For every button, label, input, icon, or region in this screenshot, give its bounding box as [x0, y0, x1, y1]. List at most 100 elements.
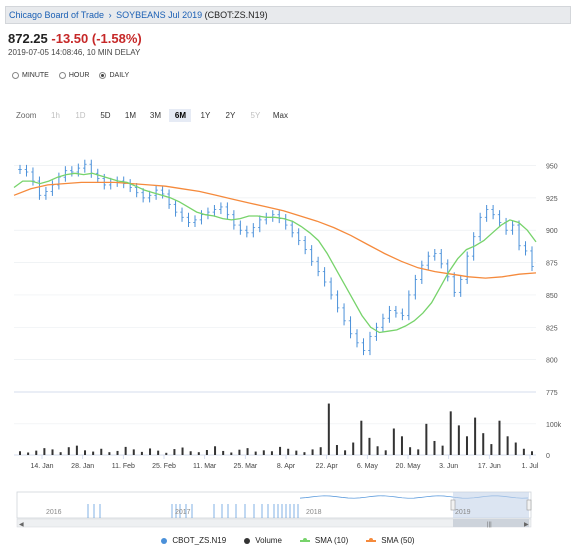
- navigator-left-handle[interactable]: [450, 499, 456, 511]
- volume-bar: [181, 447, 184, 455]
- volume-bar: [441, 445, 444, 455]
- date-tick-label: 11. Mar: [193, 463, 217, 470]
- volume-bar: [214, 446, 217, 455]
- zoom-label: Zoom: [16, 111, 37, 120]
- navigator[interactable]: 2016 2017 2018 2019: [16, 491, 532, 519]
- volume-bar: [490, 444, 493, 455]
- volume-bar: [384, 450, 387, 455]
- volume-bar: [124, 446, 127, 455]
- zoom-6m-button[interactable]: 6M: [169, 109, 192, 122]
- volume-bar: [116, 450, 119, 455]
- volume-bar: [246, 448, 249, 455]
- date-tick-label: 3. Jun: [439, 463, 458, 470]
- volume-tick-label: 0: [546, 453, 550, 460]
- interval-hour[interactable]: HOUR: [58, 72, 89, 79]
- volume-bar: [197, 452, 200, 455]
- interval-minute[interactable]: MINUTE: [12, 72, 49, 79]
- date-axis: 14. Jan 28. Jan 11. Feb 25. Feb 11. Mar 25. M…: [31, 455, 539, 470]
- volume-bar: [482, 433, 485, 455]
- zoom-3m-button[interactable]: 3M: [149, 111, 162, 120]
- zoom-1m-button[interactable]: 1M: [124, 111, 137, 120]
- volume-bar: [368, 437, 371, 455]
- exchange-link[interactable]: Chicago Board of Trade: [9, 10, 105, 20]
- price-tick-label: 775: [546, 390, 558, 397]
- scroll-right-icon[interactable]: ▶: [524, 522, 529, 528]
- series-line-icon: [299, 537, 310, 542]
- legend-item-price[interactable]: CBOT_ZS.N19: [161, 536, 226, 545]
- price-chart[interactable]: 950 925 900 875 850 825 800 775 100k 0 14. Jan 28…: [0, 0, 576, 530]
- date-tick-label: 8. Apr: [277, 463, 296, 470]
- volume-bar: [100, 448, 103, 455]
- volume-bar: [506, 436, 509, 455]
- radio-icon[interactable]: [58, 72, 66, 79]
- volume-bar: [189, 451, 192, 455]
- volume-bar: [392, 428, 395, 455]
- navigator-right-handle[interactable]: [526, 499, 532, 511]
- volume-bar: [140, 451, 143, 455]
- zoom-5y-button[interactable]: 5Y: [250, 111, 261, 120]
- legend-label: SMA (50): [381, 536, 415, 545]
- grip-icon[interactable]: |||: [487, 522, 492, 528]
- price-tick-label: 800: [546, 358, 558, 365]
- quote-line: 872.25 -13.50 (-1.58%): [8, 31, 142, 46]
- radio-icon[interactable]: [12, 72, 19, 79]
- legend-item-volume[interactable]: Volume: [244, 536, 282, 545]
- zoom-1y-button[interactable]: 1Y: [200, 111, 211, 120]
- scrollbar-track[interactable]: [16, 518, 532, 528]
- date-tick-label: 14. Jan: [31, 463, 54, 470]
- price-tick-label: 825: [546, 325, 558, 332]
- contract-link[interactable]: SOYBEANS Jul 2019: [116, 10, 203, 20]
- volume-bar: [270, 451, 273, 455]
- interval-selector: MINUTE HOUR DAILY: [12, 72, 129, 79]
- legend-item-sma50[interactable]: SMA (50): [366, 536, 415, 545]
- series-dot-icon: [161, 537, 168, 544]
- volume-bar: [311, 449, 314, 455]
- quote-timestamp: 2019-07-05 14:08:46, 10 MIN DELAY: [8, 48, 141, 57]
- radio-icon[interactable]: [99, 72, 107, 79]
- volume-bar: [27, 452, 30, 455]
- volume-bar: [173, 449, 176, 455]
- volume-bar: [417, 449, 420, 455]
- navigator-year-label: 2017: [175, 509, 191, 516]
- date-tick-label: 25. Feb: [152, 463, 176, 470]
- scrollbar-thumb[interactable]: [453, 519, 529, 527]
- legend-item-sma10[interactable]: SMA (10): [299, 536, 348, 545]
- volume-bar: [132, 449, 135, 455]
- date-tick-label: 22. Apr: [316, 463, 339, 470]
- ohlc-series: [18, 159, 534, 356]
- volume-bar: [222, 450, 225, 455]
- volume-bar: [295, 450, 298, 455]
- price-axis: 950 925 900 875 850 825 800 775: [546, 164, 558, 397]
- volume-bar: [465, 436, 468, 455]
- volume-bar: [376, 446, 379, 455]
- volume-bar: [279, 446, 282, 455]
- zoom-max-button[interactable]: Max: [272, 111, 289, 120]
- date-tick-label: 6. May: [357, 463, 379, 470]
- navigator-window[interactable]: [453, 492, 529, 518]
- volume-bar: [303, 452, 306, 455]
- volume-bar: [433, 440, 436, 455]
- scrollbar[interactable]: ||| ◀ ▶: [16, 518, 532, 528]
- volume-axis: 100k 0: [546, 422, 562, 460]
- navigator-year-label: 2019: [455, 509, 471, 516]
- volume-bar: [319, 447, 322, 455]
- interval-label: MINUTE: [22, 72, 49, 79]
- volume-bar: [205, 450, 208, 455]
- volume-bar: [425, 423, 428, 455]
- volume-bar: [165, 452, 168, 455]
- volume-bars: [19, 403, 533, 455]
- volume-bar: [67, 447, 70, 455]
- zoom-5d-button[interactable]: 5D: [100, 111, 111, 120]
- interval-label: DAILY: [109, 72, 130, 79]
- volume-bar: [514, 442, 517, 455]
- scroll-left-icon[interactable]: ◀: [19, 522, 24, 528]
- navigator-year-label: 2018: [306, 509, 322, 516]
- zoom-2y-button[interactable]: 2Y: [225, 111, 236, 120]
- zoom-1h-button[interactable]: 1h: [51, 111, 60, 120]
- date-tick-label: 11. Feb: [112, 463, 135, 470]
- zoom-1d-button[interactable]: 1D: [75, 111, 86, 120]
- interval-daily[interactable]: DAILY: [99, 72, 129, 79]
- volume-bar: [531, 451, 533, 455]
- volume-bar: [360, 420, 363, 455]
- volume-bar: [51, 449, 54, 455]
